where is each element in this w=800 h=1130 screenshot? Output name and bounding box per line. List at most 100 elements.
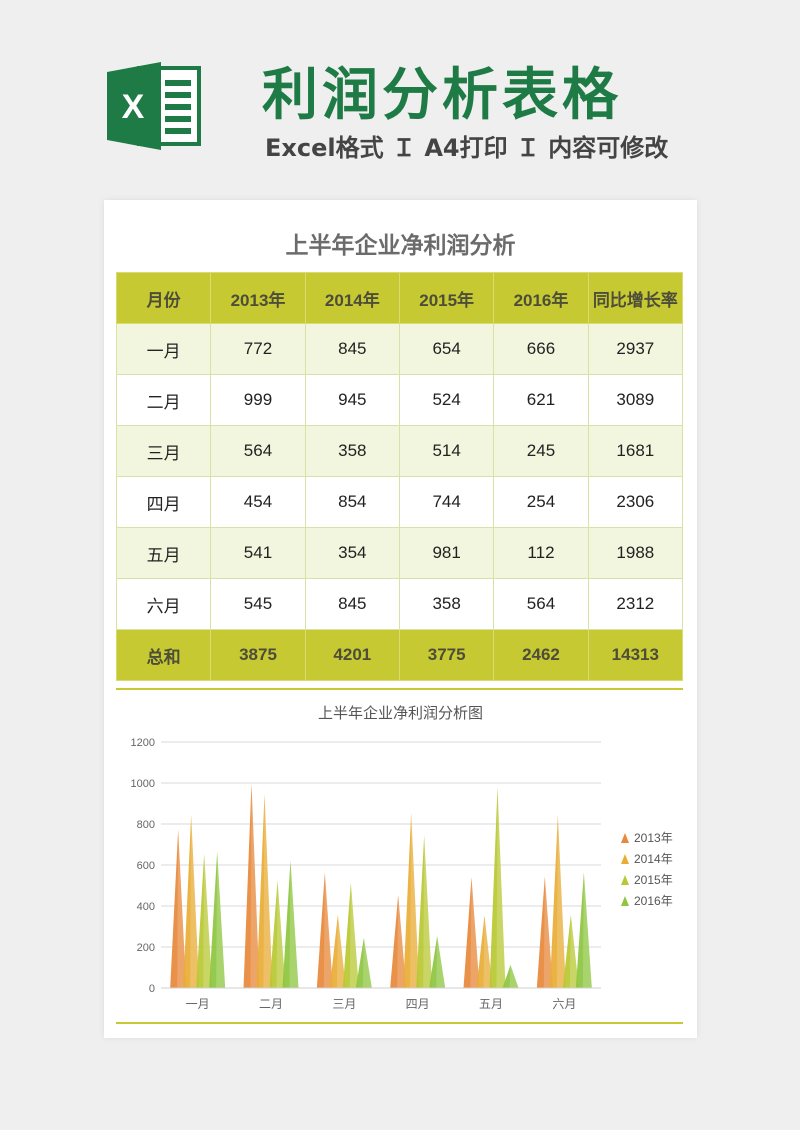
y-tick-label: 200 <box>137 942 155 954</box>
excel-logo-letter: X <box>122 88 145 126</box>
table-cell: 1988 <box>587 527 684 579</box>
table-cell: 四月 <box>115 476 212 528</box>
legend-label: 2015年 <box>634 873 673 887</box>
table-cell: 845 <box>304 578 400 630</box>
chart-bar-highlight <box>263 794 273 988</box>
excel-logo-icon: X <box>107 62 201 150</box>
chart-bar <box>170 829 187 988</box>
table-row: 三月 564 358 514 245 1681 <box>115 425 684 477</box>
table-row: 一月 772 845 654 666 2937 <box>115 323 684 375</box>
x-tick-label: 二月 <box>259 997 283 1011</box>
chart-bar <box>282 860 299 988</box>
table-cell: 112 <box>493 527 589 579</box>
chart-bar-highlight <box>410 812 420 988</box>
table-cell: 245 <box>493 425 589 477</box>
x-tick-label: 三月 <box>332 997 356 1011</box>
legend-swatch <box>621 854 629 864</box>
legend-label: 2013年 <box>634 831 673 845</box>
table-cell: 1681 <box>587 425 684 477</box>
table-cell: 3089 <box>587 374 684 426</box>
chart-bar <box>502 965 519 988</box>
chart-bar <box>562 914 579 988</box>
table-row: 五月 541 354 981 112 1988 <box>115 527 684 579</box>
chart-bar <box>342 882 359 988</box>
legend-swatch <box>621 896 629 906</box>
table-cell: 2937 <box>587 323 684 375</box>
section-divider-bottom <box>116 1022 683 1024</box>
chart-bar <box>463 877 480 988</box>
page-title: 利润分析表格 <box>262 63 622 128</box>
chart-bar-highlight <box>190 814 200 988</box>
y-tick-label: 600 <box>137 860 155 872</box>
chart-bar <box>243 783 260 988</box>
table-cell: 454 <box>210 476 306 528</box>
total-cell: 3775 <box>398 629 495 681</box>
header-cell-2013: 2013年 <box>210 272 306 324</box>
y-tick-label: 1200 <box>131 737 155 749</box>
chart-bar-highlight <box>250 783 260 988</box>
total-cell: 3875 <box>210 629 306 681</box>
chart-bar <box>256 794 273 988</box>
x-tick-label: 五月 <box>479 997 503 1011</box>
chart-bar-highlight <box>397 894 407 988</box>
chart-title: 上半年企业净利润分析图 <box>317 704 483 722</box>
table-cell: 772 <box>210 323 306 375</box>
table-header-row: 月份 2013年 2014年 2015年 2016年 同比增长率 <box>115 272 684 324</box>
profit-table: 月份 2013年 2014年 2015年 2016年 同比增长率 一月 772 … <box>115 272 684 681</box>
table-title: 上半年企业净利润分析 <box>285 233 516 259</box>
profit-chart: 0 200 400 600 800 1000 1200 一月 二月 三月 四月 五月 六月 2013年 20… <box>131 737 673 1011</box>
table-cell: 2306 <box>587 476 684 528</box>
chart-bar <box>269 880 286 988</box>
chart-bar-highlight <box>177 829 187 988</box>
chart-bar <box>549 814 566 988</box>
header-cell-2016: 2016年 <box>493 272 589 324</box>
chart-bar <box>316 872 333 988</box>
table-cell: 654 <box>398 323 495 375</box>
table-row: 二月 999 945 524 621 3089 <box>115 374 684 426</box>
table-cell: 564 <box>210 425 306 477</box>
chart-bar <box>575 872 592 988</box>
table-cell: 945 <box>304 374 400 426</box>
chart-bar <box>536 876 553 988</box>
table-cell: 545 <box>210 578 306 630</box>
table-cell: 六月 <box>115 578 212 630</box>
chart-bar <box>416 835 433 988</box>
y-tick-label: 400 <box>137 901 155 913</box>
table-cell: 666 <box>493 323 589 375</box>
chart-bar-highlight <box>203 853 213 988</box>
total-cell-label: 总和 <box>115 629 212 681</box>
header-cell-month: 月份 <box>115 272 212 324</box>
chart-bar-highlight <box>336 914 346 988</box>
document-card: 上半年企业净利润分析 月份 2013年 2014年 2015年 2016年 同比… <box>104 200 697 1038</box>
chart-bar-highlight <box>556 814 566 988</box>
legend-label: 2016年 <box>634 894 673 908</box>
legend-label: 2014年 <box>634 852 673 866</box>
table-cell: 三月 <box>115 425 212 477</box>
legend-swatch <box>621 833 629 843</box>
chart-bar-highlight <box>509 965 519 988</box>
table-cell: 999 <box>210 374 306 426</box>
table-row: 四月 454 854 744 254 2306 <box>115 476 684 528</box>
table-cell: 621 <box>493 374 589 426</box>
chart-bar <box>403 812 420 988</box>
header-cell-growth: 同比增长率 <box>587 272 684 324</box>
header-cell-2015: 2015年 <box>398 272 495 324</box>
x-tick-label: 一月 <box>186 997 210 1011</box>
chart-section: 上半年企业净利润分析图 0 200 400 600 800 1000 1200 一月 二月 三月 四… <box>104 692 697 1032</box>
chart-bar-highlight <box>543 876 553 988</box>
chart-bar-highlight <box>289 860 299 988</box>
table-cell: 358 <box>398 578 495 630</box>
chart-bar-highlight <box>323 872 333 988</box>
table-cell: 564 <box>493 578 589 630</box>
section-divider-top <box>116 688 683 690</box>
x-tick-label: 四月 <box>406 997 430 1011</box>
total-cell: 2462 <box>493 629 589 681</box>
table-row: 六月 545 845 358 564 2312 <box>115 578 684 630</box>
table-cell: 524 <box>398 374 495 426</box>
table-cell: 二月 <box>115 374 212 426</box>
chart-bar <box>476 915 493 988</box>
chart-bar <box>209 851 226 988</box>
chart-bar-highlight <box>569 914 579 988</box>
table-cell: 354 <box>304 527 400 579</box>
table-cell: 一月 <box>115 323 212 375</box>
